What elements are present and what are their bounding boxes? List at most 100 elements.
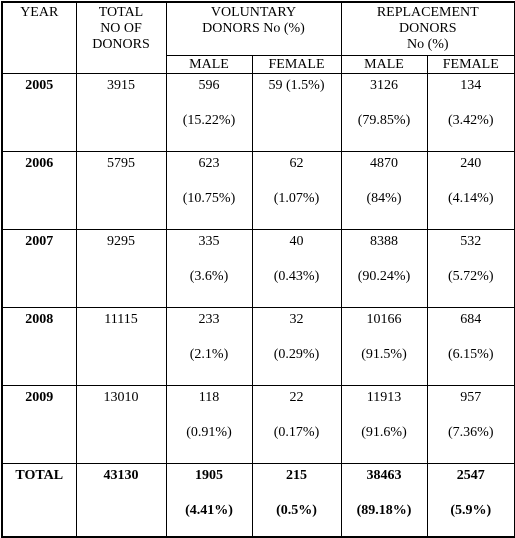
- cell-line: (4.14%): [448, 191, 494, 206]
- total-header: TOTAL NO OF DONORS: [75, 1, 167, 74]
- cell-line: 40: [289, 234, 304, 249]
- donor-cell: 233 (2.1%): [165, 307, 253, 386]
- table-row: 2005 3915 596 (15.22%) 59 (1.5%) 3126 (79.85%)…: [1, 73, 515, 152]
- cell-line: (10.75%): [182, 191, 236, 206]
- donor-cell: 8388 (90.24%): [340, 229, 428, 308]
- donor-cell: 2547 (5.9%): [426, 463, 515, 538]
- cell-line: (7.36%): [448, 425, 494, 440]
- cell-line: 8388: [370, 234, 399, 249]
- donor-cell: 59 (1.5%): [251, 73, 342, 152]
- cell-line: 596: [198, 78, 220, 93]
- table-row: 2006 5795 623 (10.75%) 62 (1.07%) 4870 (84%) 240…: [1, 151, 515, 230]
- table-row: 2008 11115 233 (2.1%) 32 (0.29%) 10166 (91.5%) 6…: [1, 307, 515, 386]
- donor-cell: 596 (15.22%): [165, 73, 253, 152]
- replacement-header: REPLACEMENT DONORS No (%): [340, 1, 515, 56]
- header-row: YEAR TOTAL NO OF DONORS VOLUNTARY DONORS No (…: [1, 1, 515, 74]
- cell-line: (0.43%): [273, 269, 320, 284]
- cell-line: 684: [460, 312, 482, 327]
- cell-line: (2.1%): [189, 347, 229, 362]
- header-line: DONORS: [92, 37, 150, 52]
- total-cell: 43130: [75, 463, 167, 538]
- cell-line: 2547: [456, 468, 485, 483]
- cell-line: (5.72%): [448, 269, 494, 284]
- year-cell: 2005: [1, 73, 77, 152]
- cell-line: 240: [460, 156, 482, 171]
- donor-cell: 335 (3.6%): [165, 229, 253, 308]
- cell-line: (6.15%): [448, 347, 494, 362]
- cell-line: 335: [198, 234, 220, 249]
- donor-cell: 62 (1.07%): [251, 151, 342, 230]
- header-line: VOLUNTARY: [210, 5, 297, 20]
- cell-line: (91.6%): [361, 425, 407, 440]
- total-cell: 13010: [75, 385, 167, 464]
- sub-header: MALE: [165, 55, 253, 74]
- cell-line: 3126: [370, 78, 399, 93]
- cell-line: 532: [460, 234, 482, 249]
- header-line: TOTAL: [98, 5, 144, 20]
- year-cell: 2007: [1, 229, 77, 308]
- cell-line: (0.91%): [186, 425, 232, 440]
- year-cell: 2006: [1, 151, 77, 230]
- cell-line: (79.85%): [357, 113, 411, 128]
- cell-line: 11913: [366, 390, 402, 405]
- donor-cell: 215 (0.5%): [251, 463, 342, 538]
- table-row: 2007 9295 335 (3.6%) 40 (0.43%) 8388 (90.24%) 53…: [1, 229, 515, 308]
- donor-cell: 684 (6.15%): [426, 307, 515, 386]
- table-row: 2009 13010 118 (0.91%) 22 (0.17%) 11913 (91.6%)…: [1, 385, 515, 464]
- donor-cell: 22 (0.17%): [251, 385, 342, 464]
- cell-line: (0.29%): [273, 347, 320, 362]
- donor-cell: 4870 (84%): [340, 151, 428, 230]
- cell-line: 4870: [370, 156, 399, 171]
- header-line: No (%): [406, 37, 449, 52]
- voluntary-header: VOLUNTARY DONORS No (%): [165, 1, 342, 56]
- cell-line: (3.6%): [189, 269, 229, 284]
- cell-line: 10166: [366, 312, 402, 327]
- table-row: TOTAL 43130 1905 (4.41%) 215 (0.5%) 38463 (89.1…: [1, 463, 515, 538]
- total-cell: 11115: [75, 307, 167, 386]
- cell-line: (15.22%): [182, 113, 236, 128]
- sub-header: MALE: [340, 55, 428, 74]
- cell-line: 62: [289, 156, 304, 171]
- cell-line: 59 (1.5%): [268, 78, 325, 93]
- year-cell: 2008: [1, 307, 77, 386]
- cell-line: 22: [289, 390, 304, 405]
- header-line: DONORS No (%): [202, 21, 305, 36]
- header-line: DONORS: [398, 21, 457, 36]
- donor-cell: 40 (0.43%): [251, 229, 342, 308]
- cell-line: (90.24%): [357, 269, 411, 284]
- total-cell: 9295: [75, 229, 167, 308]
- table-body: 2005 3915 596 (15.22%) 59 (1.5%) 3126 (79.85%)…: [1, 73, 515, 538]
- cell-line: (3.42%): [448, 113, 494, 128]
- cell-line: 1905: [195, 468, 223, 483]
- total-cell: 5795: [75, 151, 167, 230]
- total-cell: 3915: [75, 73, 167, 152]
- cell-line: 134: [460, 78, 482, 93]
- year-cell: TOTAL: [1, 463, 77, 538]
- cell-line: (84%): [366, 191, 402, 206]
- year-cell: 2009: [1, 385, 77, 464]
- cell-line: (1.07%): [273, 191, 320, 206]
- header-line: REPLACEMENT: [376, 5, 479, 20]
- cell-line: 38463: [366, 468, 402, 483]
- cell-line: 623: [198, 156, 220, 171]
- sub-header: FEMALE: [426, 55, 515, 74]
- cell-line: (0.5%): [276, 503, 317, 518]
- donor-cell: 1905 (4.41%): [165, 463, 253, 538]
- year-header: YEAR: [1, 1, 77, 74]
- donor-cell: 134 (3.42%): [426, 73, 515, 152]
- donor-cell: 240 (4.14%): [426, 151, 515, 230]
- donor-cell: 38463 (89.18%): [340, 463, 428, 538]
- cell-line: 118: [198, 390, 220, 405]
- cell-line: (4.41%): [185, 503, 233, 518]
- cell-line: 215: [286, 468, 307, 483]
- donor-cell: 532 (5.72%): [426, 229, 515, 308]
- cell-line: 233: [198, 312, 220, 327]
- donor-cell: 32 (0.29%): [251, 307, 342, 386]
- cell-line: (5.9%): [450, 503, 492, 518]
- donor-cell: 623 (10.75%): [165, 151, 253, 230]
- donor-cell: 3126 (79.85%): [340, 73, 428, 152]
- cell-line: 957: [460, 390, 482, 405]
- donor-cell: 11913 (91.6%): [340, 385, 428, 464]
- donor-cell: 118 (0.91%): [165, 385, 253, 464]
